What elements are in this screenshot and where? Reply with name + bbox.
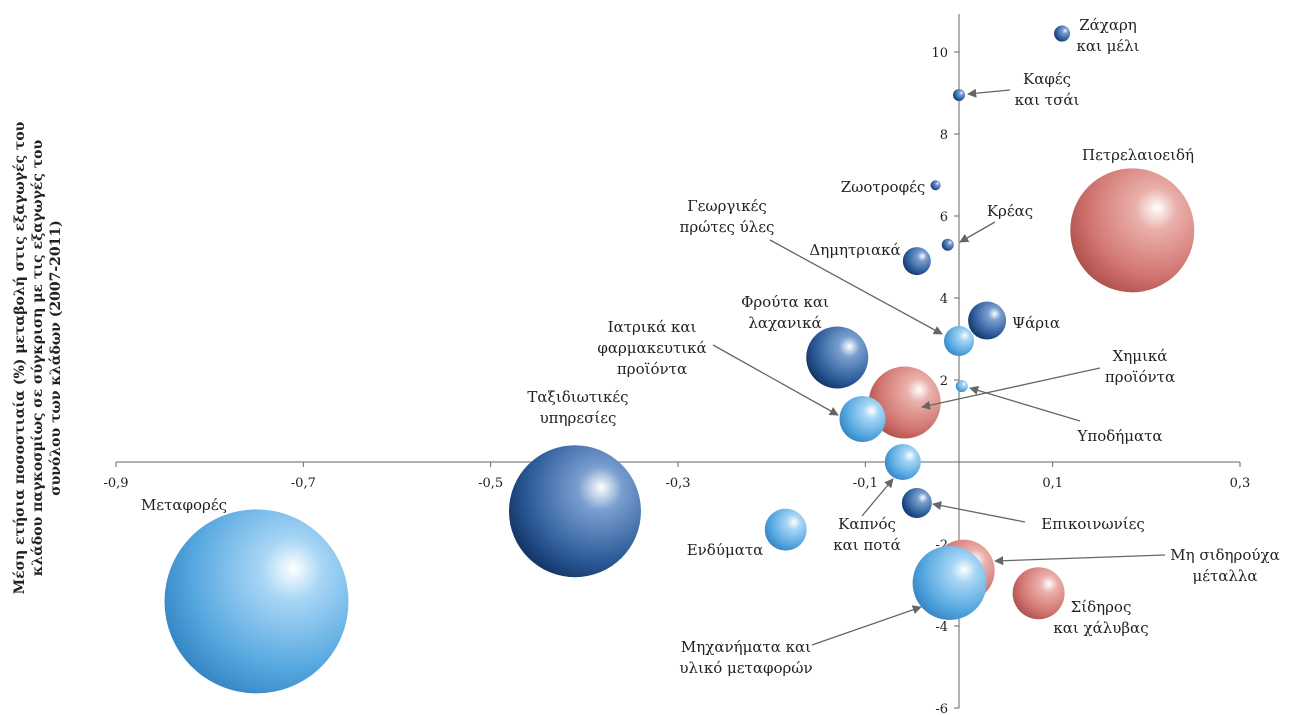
- bubble-label: Ζάχαρη και μέλι: [1076, 16, 1139, 55]
- x-tick-label: -0,1: [853, 476, 878, 491]
- bubble-label: Ενδύματα: [687, 541, 764, 559]
- leader-arrow: [811, 605, 922, 646]
- leader-arrow: [712, 344, 839, 416]
- bubble: [508, 445, 641, 578]
- leader-arrow: [967, 88, 1011, 98]
- bubble: [1070, 168, 1195, 293]
- x-tick-label: 0,1: [1042, 476, 1063, 491]
- x-tick-label: 0,3: [1230, 476, 1251, 491]
- y-tick-label: 2: [940, 374, 948, 389]
- bubble: [868, 366, 941, 439]
- x-tick-label: -0,5: [478, 476, 503, 491]
- bubble-label: Μηχανήματα και υλικό μεταφορών: [679, 638, 812, 677]
- bubble: [968, 301, 1007, 340]
- bubble-label: Καπνός και ποτά: [833, 515, 900, 554]
- bubble: [955, 380, 968, 393]
- bubble: [806, 326, 869, 389]
- leader-arrow: [994, 554, 1166, 566]
- bubble-label: Καφές και τσάι: [1015, 70, 1080, 109]
- bubble-label: Επικοινωνίες: [1041, 515, 1145, 533]
- y-tick-label: -4: [935, 620, 948, 635]
- x-tick-label: -0,9: [103, 476, 128, 491]
- bubble: [953, 89, 965, 102]
- bubble: [930, 180, 941, 191]
- bubble-label: Μη σιδηρούχα μέταλλα: [1170, 546, 1279, 585]
- x-tick-label: -0,3: [665, 476, 690, 491]
- y-tick-label: 10: [931, 46, 948, 61]
- bubble-label: Γεωργικές πρώτες ύλες: [680, 197, 775, 236]
- x-tick-label: -0,7: [291, 476, 316, 491]
- leader-arrow: [921, 367, 1101, 410]
- bubble: [902, 247, 931, 276]
- bubble: [884, 444, 921, 480]
- y-tick-label: 8: [940, 128, 948, 143]
- bubble: [912, 545, 987, 620]
- leader-arrow: [861, 478, 894, 517]
- bubble: [164, 509, 349, 694]
- bubble-label: Ταξιδιωτικές υπηρεσίες: [527, 388, 628, 427]
- bubble-label: Ιατρικά και φαρμακευτικά προϊόντα: [597, 318, 706, 378]
- leader-arrow: [932, 501, 1026, 523]
- bubble: [941, 238, 954, 251]
- leader-arrow: [969, 385, 1081, 422]
- bubble-labels: Ζάχαρη και μέλι Καφές και τσάι Ζωοτροφές Κρέα…: [141, 16, 1280, 677]
- leader-arrow: [959, 221, 996, 243]
- bubble: [764, 508, 807, 551]
- bubble: [944, 326, 974, 357]
- bubble-label: Σίδηρος και χάλυβας: [1053, 598, 1148, 637]
- y-tick-label: 4: [940, 292, 948, 307]
- bubble-label: Πετρελαιοειδή: [1082, 146, 1194, 164]
- bubble: [1054, 25, 1071, 42]
- y-axis-label: Μέση ετήσια ποσοστιαία (%) μεταβολή στις…: [11, 121, 64, 594]
- bubble: [1012, 567, 1065, 620]
- bubble-label: Χημικά προϊόντα: [1105, 347, 1175, 386]
- bubble-label: Μεταφορές: [141, 496, 227, 514]
- bubble: [839, 395, 886, 442]
- bubble-label: Κρέας: [987, 202, 1033, 220]
- y-tick-label: 6: [940, 210, 948, 225]
- leader-arrow: [769, 239, 943, 335]
- bubble-label: Δημητριακά: [809, 241, 900, 259]
- bubble-label: Ζωοτροφές: [841, 178, 926, 196]
- y-axis-title: Μέση ετήσια ποσοστιαία (%) μεταβολή στις…: [11, 121, 64, 594]
- leader-arrows: [712, 88, 1166, 646]
- bubble-label: Υποδήματα: [1076, 427, 1162, 445]
- bubbles: [164, 25, 1195, 694]
- bubble-label: Φρούτα και λαχανικά: [741, 293, 829, 332]
- bubble: [901, 488, 932, 518]
- y-tick-label: -6: [935, 702, 948, 715]
- bubble-label: Ψάρια: [1012, 314, 1060, 332]
